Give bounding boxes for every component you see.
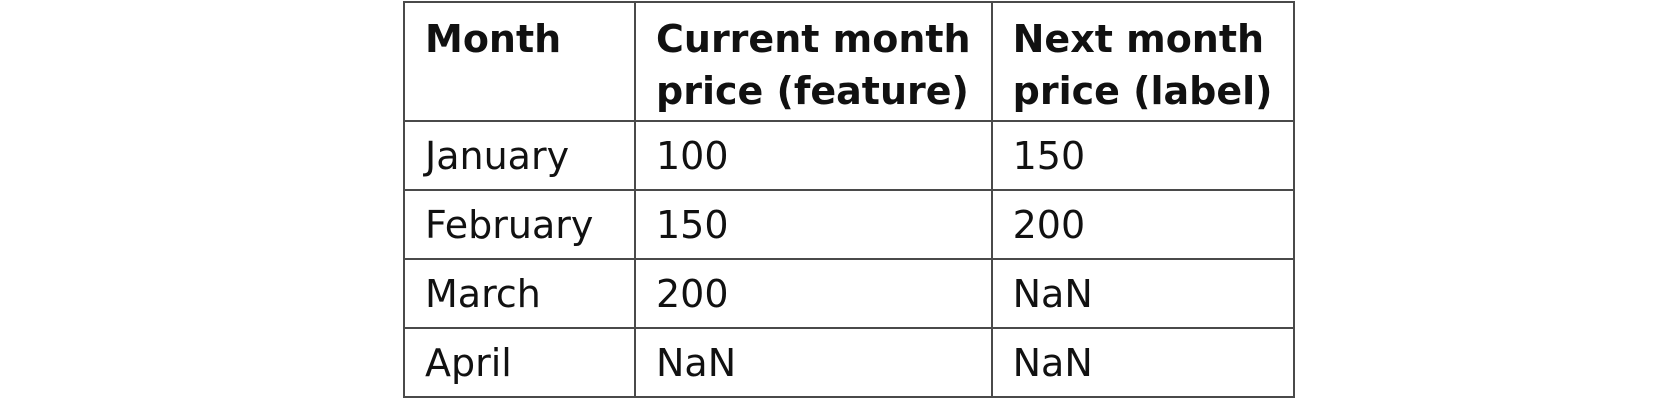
header-next-month-price: Next month price (label) bbox=[990, 1, 1295, 122]
header-next-month-price-line-1: Next month bbox=[1012, 17, 1265, 61]
header-next-month-price-line-2: price (label) bbox=[1012, 69, 1273, 113]
cell-month: April bbox=[403, 327, 636, 398]
table-row: March 200 NaN bbox=[403, 258, 1295, 329]
header-month-line-1: Month bbox=[425, 17, 562, 61]
cell-month: January bbox=[403, 120, 636, 191]
table-row: February 150 200 bbox=[403, 189, 1295, 260]
cell-next-price: 200 bbox=[990, 189, 1295, 260]
cell-next-price: NaN bbox=[990, 258, 1295, 329]
cell-current-price: 150 bbox=[634, 189, 993, 260]
table-row: January 100 150 bbox=[403, 120, 1295, 191]
cell-month: March bbox=[403, 258, 636, 329]
cell-month: February bbox=[403, 189, 636, 260]
header-current-month-price-line-2: price (feature) bbox=[656, 69, 969, 113]
table-row: April NaN NaN bbox=[403, 327, 1295, 398]
header-current-month-price: Current month price (feature) bbox=[634, 1, 993, 122]
table-header-row: Month Current month price (feature) Next… bbox=[403, 1, 1295, 122]
data-table-container: Month Current month price (feature) Next… bbox=[403, 1, 1295, 398]
header-month: Month bbox=[403, 1, 636, 122]
cell-current-price: 100 bbox=[634, 120, 993, 191]
data-table: Month Current month price (feature) Next… bbox=[403, 1, 1295, 398]
cell-current-price: NaN bbox=[634, 327, 993, 398]
cell-next-price: NaN bbox=[990, 327, 1295, 398]
header-current-month-price-line-1: Current month bbox=[656, 17, 971, 61]
cell-current-price: 200 bbox=[634, 258, 993, 329]
cell-next-price: 150 bbox=[990, 120, 1295, 191]
